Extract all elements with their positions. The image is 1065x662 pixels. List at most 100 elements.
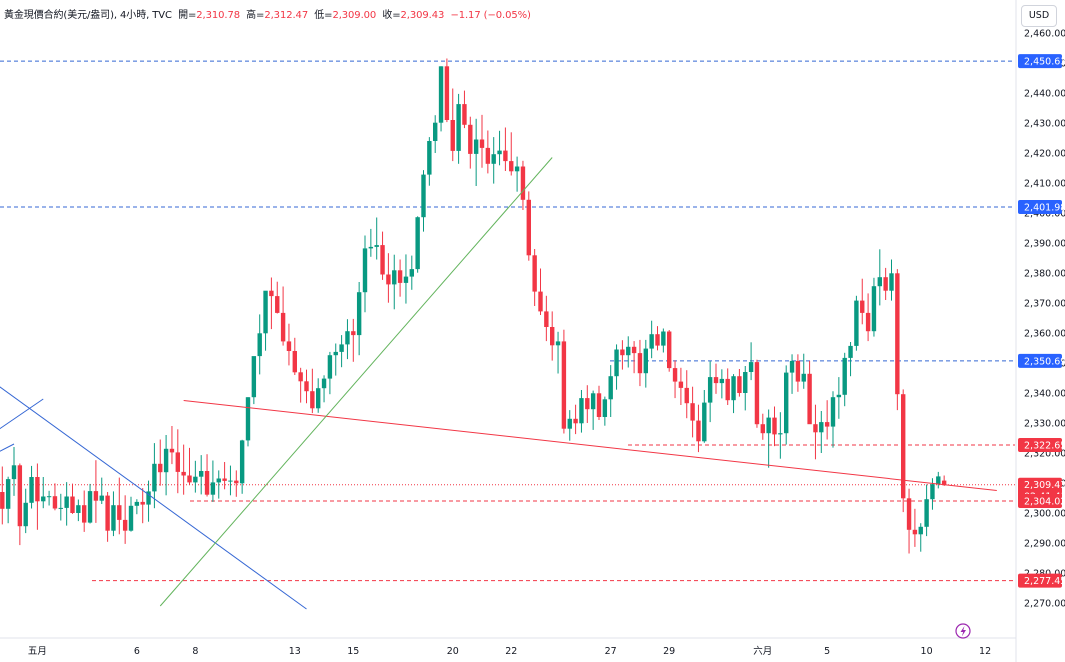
y-tick-label: 2,460.00 — [1024, 29, 1065, 40]
candle — [82, 490, 87, 532]
change-value: −1.17 (−0.05%) — [450, 10, 531, 21]
candle — [912, 508, 918, 547]
candle — [152, 443, 157, 509]
candle — [397, 259, 403, 297]
candle — [339, 335, 344, 368]
candle — [772, 406, 777, 447]
candle-body — [743, 372, 748, 393]
candle — [754, 359, 760, 428]
candle-body — [848, 345, 853, 358]
candle — [901, 389, 906, 513]
trendline — [0, 443, 15, 452]
price-tag-label: 2,309.43 — [1024, 480, 1065, 491]
lightning-icon-bolt — [960, 626, 966, 637]
candle-body — [731, 376, 736, 401]
candle — [614, 344, 619, 390]
candle — [409, 255, 414, 290]
y-tick-label: 2,290.00 — [1024, 539, 1065, 550]
candle-body — [292, 351, 297, 373]
candle — [503, 127, 508, 171]
candle-body — [737, 376, 742, 393]
candle — [210, 460, 216, 502]
currency-button[interactable]: USD — [1021, 5, 1057, 27]
price-tag: 2,450.63 — [1018, 54, 1065, 69]
candle-body — [491, 154, 496, 164]
price-tag: 2,401.98 — [1018, 200, 1065, 215]
candle — [444, 58, 450, 123]
candle-body — [602, 399, 608, 417]
price-tag-label: 2,350.69 — [1024, 356, 1065, 367]
candle-body — [468, 124, 473, 154]
candle — [327, 351, 333, 395]
candle — [871, 277, 877, 337]
candle-body — [339, 344, 344, 352]
candle-body — [596, 393, 602, 417]
candle — [830, 391, 836, 448]
lightning-icon[interactable] — [955, 623, 971, 639]
candle-body — [801, 373, 806, 382]
candle — [807, 360, 812, 425]
candle-body — [251, 356, 257, 398]
candle — [163, 435, 169, 496]
x-tick-label: 20 — [447, 646, 459, 657]
price-tag-bg — [1018, 493, 1062, 508]
candle-body — [175, 452, 180, 472]
candle-body — [286, 341, 292, 351]
candle-body — [865, 312, 871, 332]
candle-body — [193, 476, 198, 483]
candle-body — [397, 270, 403, 283]
y-tick-label: 2,360.00 — [1024, 329, 1065, 340]
trendline — [0, 398, 44, 430]
candle — [877, 249, 882, 306]
candle-body — [614, 349, 619, 377]
candle — [433, 115, 438, 153]
candle — [690, 386, 695, 438]
candle-body — [912, 529, 918, 535]
candle — [725, 368, 730, 405]
candle-body — [479, 139, 485, 148]
price-tag: 2,322.65 — [1018, 438, 1065, 453]
candle — [479, 114, 485, 168]
candle-body — [35, 477, 40, 502]
candle-body — [936, 476, 941, 485]
candle-body — [327, 355, 333, 379]
candle — [415, 216, 420, 273]
y-tick-label: 2,410.00 — [1024, 179, 1065, 190]
close-label: 收= — [382, 10, 401, 21]
candle — [561, 329, 567, 434]
candle — [760, 413, 765, 440]
candle-body — [351, 331, 356, 336]
candle — [626, 336, 631, 368]
price-tag-label: 2,277.45 — [1024, 576, 1065, 587]
candle-body — [883, 277, 888, 291]
candle-body — [696, 420, 701, 442]
trendline — [183, 400, 997, 491]
candle — [497, 130, 502, 166]
candle — [122, 495, 128, 544]
candle — [596, 385, 602, 420]
candle-body — [538, 291, 543, 312]
y-tick-label: 2,340.00 — [1024, 389, 1065, 400]
candle-body — [789, 360, 795, 373]
symbol-title[interactable]: 黃金現價合約(美元/盎司), 4小時, TVC — [4, 10, 172, 21]
candle — [468, 116, 473, 169]
candle — [64, 482, 69, 526]
candle — [438, 66, 444, 132]
candle — [35, 463, 40, 530]
candle — [52, 483, 58, 511]
candle-body — [585, 398, 590, 410]
candle-body — [199, 471, 204, 477]
candle — [573, 404, 578, 435]
candle — [351, 318, 356, 362]
candle-body — [941, 480, 947, 485]
candle-body — [415, 217, 420, 270]
open-label: 開= — [178, 10, 197, 21]
candle — [696, 404, 701, 453]
candle-body — [11, 465, 17, 480]
candle-body — [444, 66, 450, 120]
candle-body — [403, 276, 409, 283]
candle — [158, 439, 163, 486]
candle — [234, 470, 239, 497]
candle-body — [766, 417, 771, 434]
